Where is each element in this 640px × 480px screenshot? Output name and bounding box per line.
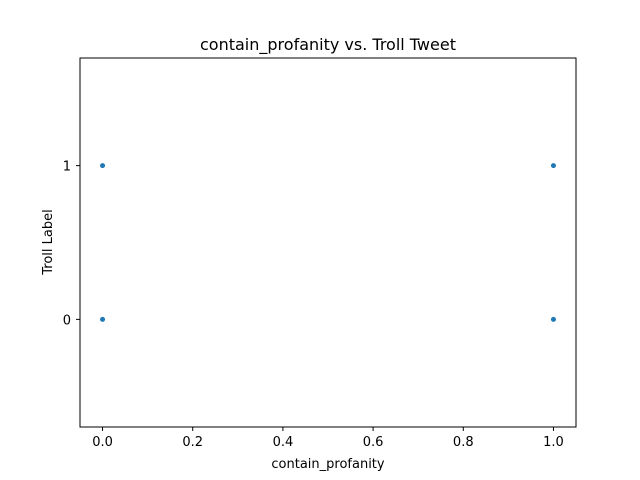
y-axis-ticks: 01 — [63, 160, 80, 328]
data-point — [100, 316, 106, 322]
x-tick-label: 0.2 — [182, 435, 203, 450]
x-tick-label: 1.0 — [543, 435, 564, 450]
x-tick-label: 0.0 — [92, 435, 113, 450]
data-point — [550, 163, 556, 169]
y-tick-label: 1 — [63, 160, 71, 175]
chart-title: contain_profanity vs. Troll Tweet — [200, 35, 456, 55]
x-tick-label: 0.4 — [273, 435, 294, 450]
x-tick-label: 0.6 — [363, 435, 384, 450]
y-axis-label: Troll Label — [41, 209, 56, 275]
plot-area-frame — [79, 57, 577, 428]
x-tick-label: 0.8 — [453, 435, 474, 450]
x-axis-ticks: 0.0 0.2 0.4 0.6 0.8 1.0 — [92, 427, 564, 450]
data-point — [100, 163, 106, 169]
x-axis-label: contain_profanity — [271, 457, 385, 472]
data-points — [100, 163, 556, 322]
data-point — [550, 316, 556, 322]
y-tick-label: 0 — [63, 313, 71, 328]
